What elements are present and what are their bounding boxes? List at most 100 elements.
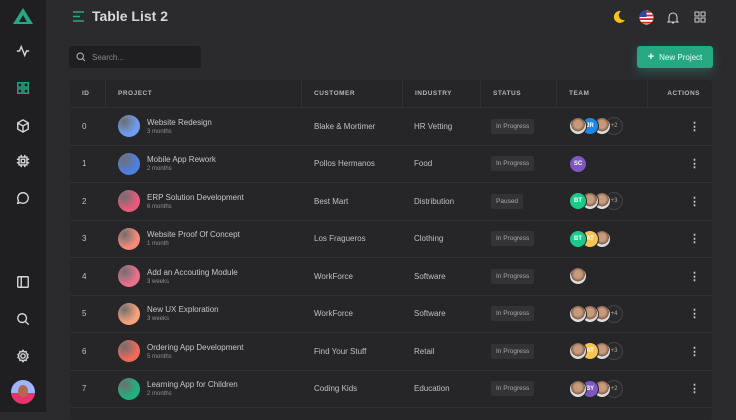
- customer: WorkForce: [314, 309, 353, 319]
- table-row[interactable]: 1 Mobile App Rework 2 months Pollos Herma…: [70, 146, 712, 183]
- project-icon: [118, 152, 140, 175]
- industry: Retail: [414, 346, 435, 356]
- industry: Food: [414, 159, 433, 169]
- table-row[interactable]: 0 Website Redesign 3 months Blake & Morti…: [70, 108, 712, 146]
- more-actions-icon[interactable]: ⋮: [689, 308, 700, 321]
- customer: WorkForce: [314, 271, 353, 281]
- project-name[interactable]: Website Redesign: [147, 117, 212, 127]
- search-icon: [76, 52, 86, 62]
- industry: Education: [414, 384, 450, 394]
- box-icon[interactable]: [13, 116, 33, 136]
- col-customer[interactable]: CUSTOMER: [302, 80, 403, 107]
- menu-icon[interactable]: [72, 10, 85, 23]
- more-actions-icon[interactable]: ⋮: [689, 383, 700, 396]
- settings-icon[interactable]: [13, 346, 33, 366]
- search-icon[interactable]: [13, 309, 33, 329]
- project-icon: [118, 377, 140, 400]
- team-member-avatar[interactable]: [569, 342, 587, 361]
- status-badge: In Progress: [491, 231, 535, 247]
- new-project-button[interactable]: + New Project: [637, 46, 713, 68]
- project-duration: 2 months: [147, 166, 172, 173]
- team-member-avatar[interactable]: [569, 379, 587, 398]
- more-actions-icon[interactable]: ⋮: [689, 270, 700, 283]
- table-row[interactable]: 3 Website Proof Of Concept 1 month Los Fr…: [70, 221, 712, 258]
- industry: Software: [414, 309, 446, 319]
- chat-icon[interactable]: [13, 188, 33, 208]
- team-member-avatar[interactable]: [569, 117, 587, 136]
- table-header: ID PROJECT CUSTOMER INDUSTRY STATUS TEAM…: [70, 80, 712, 108]
- table-row[interactable]: 4 Add an Accouting Module 3 weeks WorkFor…: [70, 258, 712, 296]
- row-id: 2: [82, 196, 87, 206]
- col-id[interactable]: ID: [70, 80, 106, 107]
- team-avatars: BY +2: [557, 371, 648, 408]
- table-row[interactable]: 7 Learning App for Children 2 months Codi…: [70, 371, 712, 408]
- project-name[interactable]: New UX Exploration: [147, 305, 219, 315]
- table-row[interactable]: 5 New UX Exploration 3 weeks WorkForce So…: [70, 296, 712, 333]
- industry: Clothing: [414, 234, 444, 244]
- team-avatars: [557, 258, 648, 295]
- user-avatar[interactable]: [11, 380, 35, 404]
- notification-bell-icon[interactable]: [665, 9, 681, 25]
- customer: Coding Kids: [314, 384, 358, 394]
- project-duration: 2 months: [147, 391, 172, 398]
- customer: Pollos Hermanos: [314, 159, 375, 169]
- project-icon: [118, 302, 140, 325]
- row-id: 3: [82, 234, 87, 244]
- project-name[interactable]: Ordering App Development: [147, 342, 244, 352]
- row-id: 7: [82, 384, 87, 394]
- table-row[interactable]: 6 Ordering App Development 5 months Find …: [70, 333, 712, 371]
- team-avatars: AT +3: [557, 333, 648, 370]
- project-icon: [118, 227, 140, 250]
- team-member-avatar[interactable]: [569, 267, 587, 286]
- chip-icon[interactable]: [13, 151, 33, 171]
- dark-mode-moon-icon[interactable]: [611, 9, 627, 25]
- page-title: Table List 2: [92, 8, 168, 24]
- status-badge: Paused: [491, 193, 524, 209]
- sidebar: [0, 0, 46, 412]
- col-project[interactable]: PROJECT: [106, 80, 302, 107]
- more-actions-icon[interactable]: ⋮: [689, 345, 700, 358]
- more-actions-icon[interactable]: ⋮: [689, 120, 700, 133]
- table-row[interactable]: 2 ERP Solution Development 6 months Best …: [70, 183, 712, 221]
- grid-icon[interactable]: [13, 78, 33, 98]
- apps-grid-icon[interactable]: [692, 9, 708, 25]
- us-flag-icon[interactable]: [638, 9, 654, 25]
- more-actions-icon[interactable]: ⋮: [689, 195, 700, 208]
- projects-table: ID PROJECT CUSTOMER INDUSTRY STATUS TEAM…: [70, 80, 712, 420]
- status-badge: In Progress: [491, 268, 535, 284]
- col-actions: ACTIONS: [667, 90, 700, 97]
- team-member-avatar[interactable]: SC: [569, 154, 587, 173]
- customer: Best Mart: [314, 196, 349, 206]
- search-box[interactable]: [69, 46, 201, 68]
- team-member-avatar[interactable]: [569, 304, 587, 323]
- team-member-avatar[interactable]: BT: [569, 192, 587, 211]
- project-name[interactable]: Website Proof Of Concept: [147, 230, 240, 240]
- search-input[interactable]: [92, 52, 192, 62]
- project-name[interactable]: Learning App for Children: [147, 380, 238, 390]
- status-badge: In Progress: [491, 343, 535, 359]
- activity-icon[interactable]: [13, 41, 33, 61]
- project-duration: 3 weeks: [147, 278, 170, 285]
- project-duration: 6 months: [147, 203, 172, 210]
- team-avatars: BT +3: [557, 183, 648, 220]
- team-member-avatar[interactable]: BT: [569, 229, 587, 248]
- project-icon: [118, 115, 140, 138]
- sidebar-panel-icon[interactable]: [13, 272, 33, 292]
- project-icon: [118, 340, 140, 363]
- col-team[interactable]: TEAM: [557, 80, 648, 107]
- project-name[interactable]: Add an Accouting Module: [147, 267, 238, 277]
- col-status[interactable]: STATUS: [481, 80, 557, 107]
- col-industry[interactable]: INDUSTRY: [403, 80, 481, 107]
- more-actions-icon[interactable]: ⋮: [689, 158, 700, 171]
- row-id: 1: [82, 159, 87, 169]
- status-badge: In Progress: [491, 381, 535, 397]
- project-name[interactable]: Mobile App Rework: [147, 155, 216, 165]
- project-icon: [118, 265, 140, 288]
- row-id: 6: [82, 346, 87, 356]
- logo-icon[interactable]: [12, 7, 34, 25]
- more-actions-icon[interactable]: ⋮: [689, 233, 700, 246]
- industry: HR Vetting: [414, 121, 453, 131]
- team-avatars: SC: [557, 146, 648, 183]
- project-name[interactable]: ERP Solution Development: [147, 192, 244, 202]
- team-avatars: JR +2: [557, 108, 648, 145]
